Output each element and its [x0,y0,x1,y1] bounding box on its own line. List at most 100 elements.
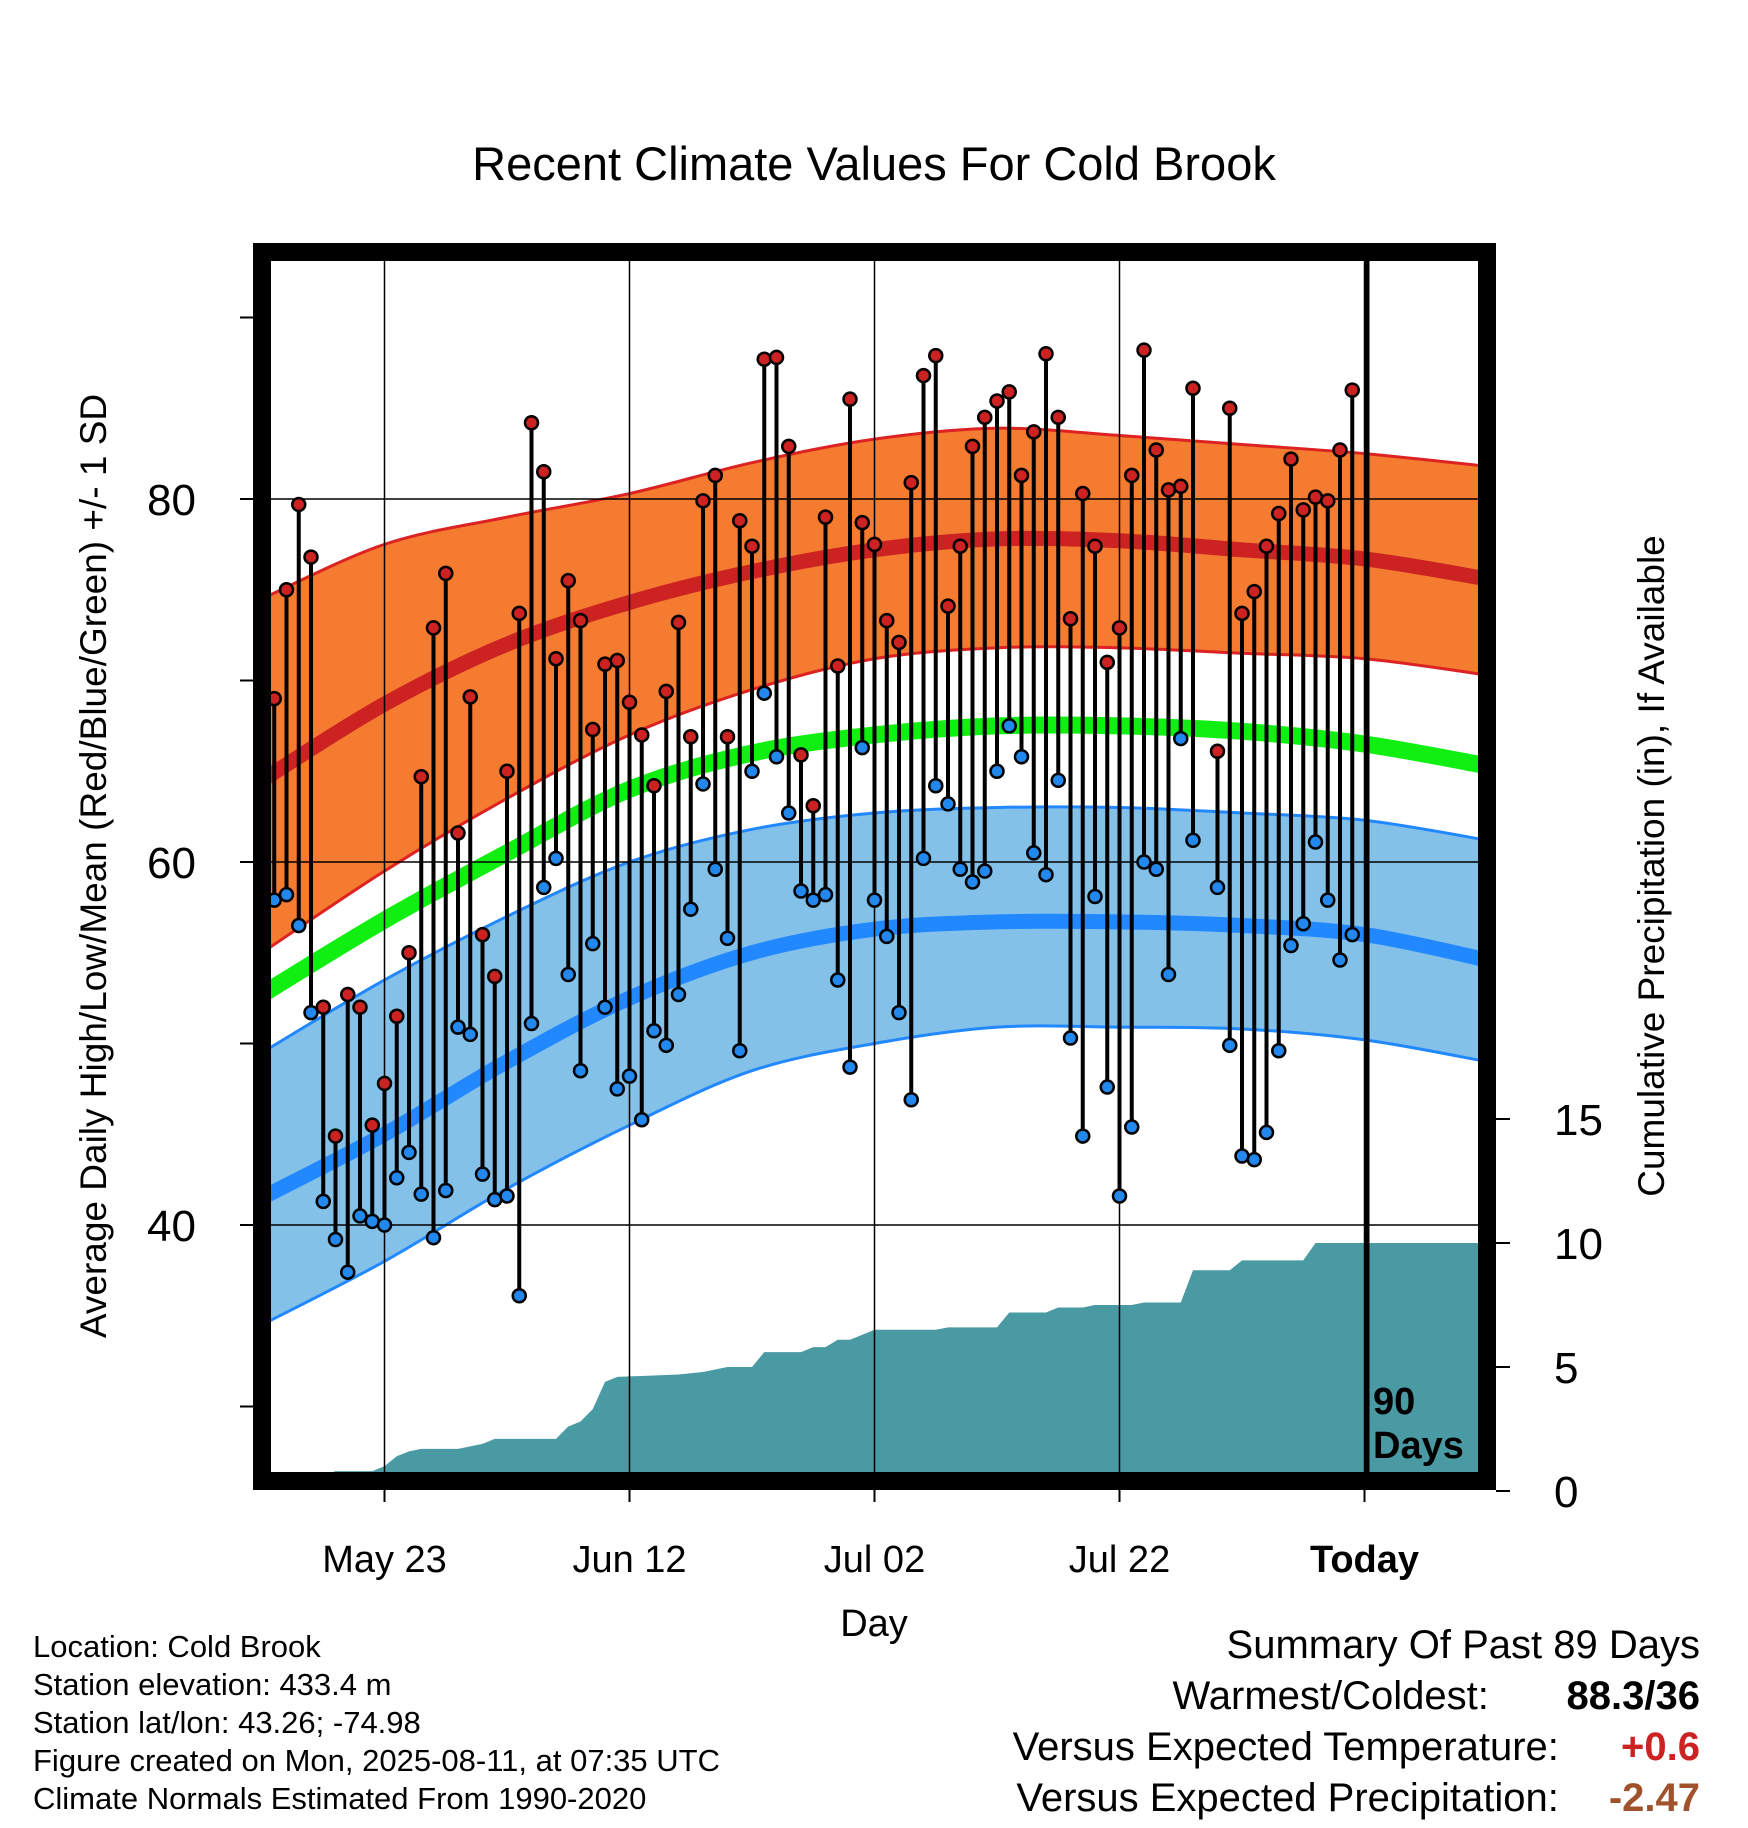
precip-tick-label-5: 5 [1554,1344,1578,1393]
plot-frame [253,243,1496,1490]
daily-high-point [1344,382,1360,398]
y-axis-label-right: Cumulative Precipitation (in), If Availa… [1631,535,1672,1197]
daily-low-point [425,1229,442,1246]
daily-low-point [707,861,723,878]
daily-low-point [1320,892,1336,908]
daily-low-point [1160,966,1177,983]
daily-high-point [1246,583,1262,600]
daily-high-point [707,467,723,484]
daily-low-point [1185,832,1201,848]
daily-low-point [989,763,1005,779]
daily-low-point [744,763,760,779]
daily-high-point [621,694,638,711]
daily-low-point [879,928,895,945]
daily-low-point [487,1191,503,1208]
daily-low-point [805,892,821,908]
daily-high-point [278,582,295,598]
daily-high-point [1136,342,1152,358]
daily-high-point [487,968,503,985]
daily-high-point [523,415,540,431]
daily-high-point [303,549,319,565]
daily-low-point [1344,926,1360,943]
daily-high-point [1099,654,1115,671]
daily-high-point [866,536,883,553]
daily-low-point [915,850,932,867]
daily-high-point [744,538,760,554]
daily-high-point [1075,485,1091,502]
daily-low-point [1332,952,1348,968]
daily-low-point [658,1037,674,1054]
daily-high-point [1320,493,1336,509]
x-tick-label-90: Today [1310,1539,1419,1581]
daily-high-point [536,464,552,480]
daily-high-point [940,598,956,614]
daily-low-point [1062,1030,1079,1046]
daily-low-point [1087,888,1103,905]
daily-low-point [364,1213,380,1230]
daily-low-point [842,1059,858,1075]
daily-low-point [683,901,699,917]
daily-low-point [450,1019,466,1035]
daily-high-point [952,538,968,554]
daily-low-point [977,863,993,879]
daily-high-point [1332,442,1348,458]
daily-high-point [793,747,809,763]
daily-high-point [1222,400,1238,416]
daily-high-point [511,605,527,622]
daily-low-point [1209,879,1226,896]
daily-low-point [928,778,944,794]
daily-low-point [940,796,956,812]
daily-high-point [1050,409,1066,426]
daily-high-point [928,347,944,364]
daily-marks [262,342,1360,1304]
daily-high-point [977,409,993,426]
daily-high-point [1087,538,1103,554]
daily-low-point [1246,1151,1262,1168]
chart-title: Recent Climate Values For Cold Brook [472,137,1276,190]
y-tick-label-80: 80 [147,476,196,525]
daily-low-point [1013,748,1030,765]
daily-high-point [499,763,515,779]
daily-low-point [891,1004,907,1021]
x-tick-label-10: May 23 [322,1539,447,1581]
daily-high-point [1013,467,1030,484]
daily-high-point [891,634,907,651]
daily-high-point [450,825,466,841]
y-tick-label-60: 60 [147,839,196,888]
daily-high-point [1234,605,1250,622]
daily-low-point [340,1264,356,1280]
daily-low-point [670,986,687,1003]
daily-low-point [1026,845,1042,861]
daily-low-point [1234,1148,1250,1164]
daily-high-point [830,658,846,674]
daily-high-point [315,999,331,1015]
daily-low-point [1099,1079,1115,1095]
daily-low-point [548,850,564,867]
daily-high-point [364,1117,380,1133]
daily-high-point [1283,451,1299,467]
daily-high-point [670,614,687,631]
daily-high-point [438,565,454,582]
daily-high-point [597,656,613,672]
daily-high-point [634,727,650,743]
x-tick-label-50: Jul 02 [824,1539,925,1581]
daily-low-point [830,972,846,988]
summary-precip-value: -2.47 [1608,1776,1700,1820]
daily-high-point [1258,538,1275,554]
y-tick-label-40: 40 [147,1202,196,1251]
daily-low-point [438,1182,454,1199]
cumulative-precip-area [319,1243,1487,1481]
daily-high-point [548,650,564,667]
summary-title: Summary Of Past 89 Days [1226,1623,1700,1667]
daily-high-point [585,721,601,738]
daily-low-point [866,892,883,908]
today-days-count: 90 [1373,1381,1415,1423]
daily-low-point [695,776,711,792]
daily-low-point [499,1188,515,1204]
summary-warm-cold-value: 88.3/36 [1566,1674,1700,1718]
daily-low-point [646,1023,662,1039]
daily-low-point [1124,1119,1140,1135]
daily-low-point [1075,1128,1091,1144]
x-axis-label: Day [840,1603,908,1645]
daily-high-point [1307,489,1324,505]
